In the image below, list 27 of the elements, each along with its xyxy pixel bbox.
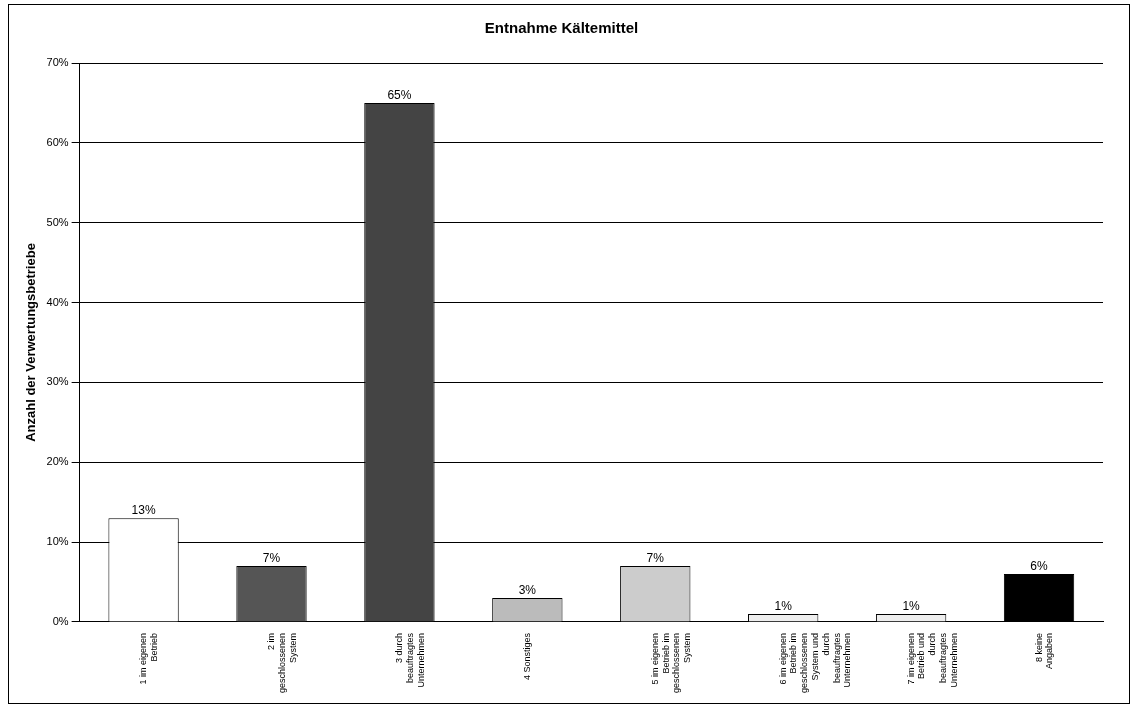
y-tick-label: 40% — [46, 295, 69, 308]
x-tick-label: 1 im eigenen Betrieb — [138, 632, 159, 685]
data-label: 7% — [262, 551, 281, 566]
x-tick-label: 2 im geschlossenen System — [265, 632, 298, 693]
y-tick-label: 10% — [46, 535, 69, 548]
data-label: 1% — [902, 599, 921, 614]
data-label: 7% — [646, 551, 665, 566]
x-tick-label: 4 Sonstiges — [521, 632, 532, 680]
y-tick-label: 70% — [46, 56, 69, 69]
data-label: 6% — [1030, 559, 1049, 574]
chart-title: Entnahme Kältemittel — [484, 19, 639, 37]
y-tick-label: 30% — [46, 375, 69, 388]
data-label: 1% — [774, 599, 793, 614]
y-tick-label: 0% — [52, 614, 69, 627]
bar — [1003, 574, 1075, 622]
x-tick-label: 7 im eigenen Betrieb und durch beauftragtes Unternehmen — [905, 632, 959, 688]
x-tick-label: 3 durch beauftragtes Unternehmen — [393, 632, 426, 688]
data-label: 65% — [387, 88, 412, 103]
y-tick-label: 20% — [46, 455, 69, 468]
data-label: 13% — [131, 503, 156, 518]
y-axis-title: Anzahl der Verwertungsbetriebe — [23, 243, 39, 442]
data-label: 3% — [518, 583, 537, 598]
x-tick-label: 6 im eigenen Betrieb im geschlossenen System und durch beauftragtes Unternehmen — [777, 632, 853, 693]
x-tick-label: 8 keine Angaben — [1033, 632, 1055, 669]
x-tick-label: 5 im eigenen Betrieb im geschlossenen System — [649, 632, 693, 693]
y-tick-label: 60% — [46, 135, 69, 148]
y-tick-label: 50% — [46, 215, 69, 228]
